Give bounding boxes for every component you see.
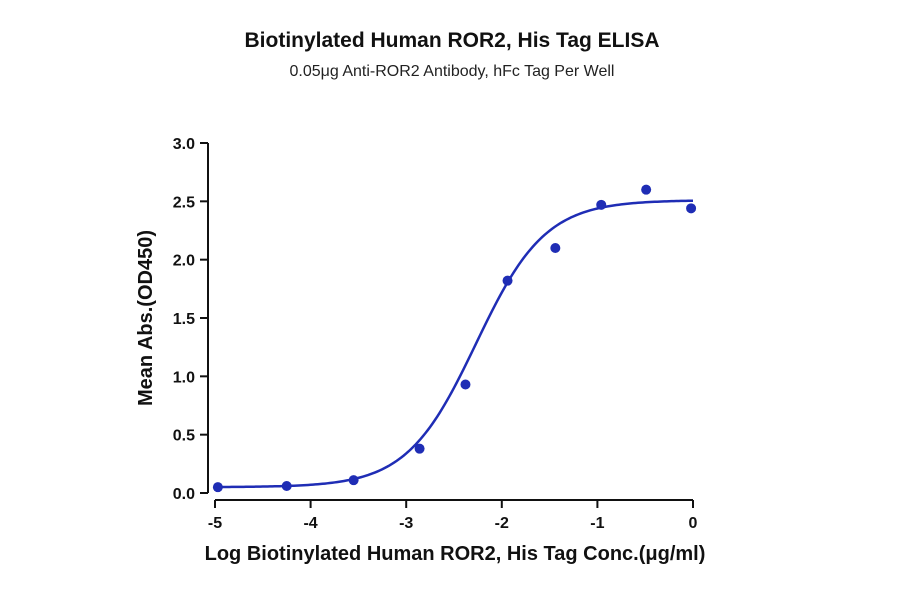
data-points bbox=[212, 184, 697, 493]
x-tick-label: -1 bbox=[590, 515, 604, 532]
y-tick-label: 0.0 bbox=[173, 486, 195, 503]
y-tick-label: 2.0 bbox=[173, 253, 195, 270]
chart-subtitle: 0.05μg Anti-ROR2 Antibody, hFc Tag Per W… bbox=[290, 63, 615, 80]
data-point bbox=[414, 443, 425, 454]
data-point bbox=[596, 199, 607, 210]
data-point bbox=[550, 243, 561, 253]
x-tick-label: -4 bbox=[303, 515, 317, 532]
x-tick-label: -2 bbox=[495, 515, 509, 532]
x-axis: -5 -4 -3 -2 -1 0 bbox=[208, 499, 698, 532]
chart-title: Biotinylated Human ROR2, His Tag ELISA bbox=[245, 29, 660, 52]
y-tick-label: 0.5 bbox=[173, 428, 195, 445]
y-tick-label: 3.0 bbox=[173, 136, 195, 153]
y-tick-label: 1.5 bbox=[173, 311, 195, 328]
y-axis-label: Mean Abs.(OD450) bbox=[135, 230, 157, 406]
x-tick-label: -5 bbox=[208, 515, 222, 532]
data-point bbox=[686, 203, 697, 214]
y-tick-label: 1.0 bbox=[173, 369, 195, 386]
data-point bbox=[281, 481, 292, 491]
y-tick-label: 2.5 bbox=[173, 194, 195, 211]
data-point bbox=[348, 475, 359, 486]
fit-curve bbox=[214, 199, 694, 489]
x-tick-label: -3 bbox=[399, 515, 413, 532]
x-tick-label: 0 bbox=[689, 515, 698, 532]
y-axis: 0.0 0.5 1.0 1.5 2.0 2.5 3.0 bbox=[173, 136, 209, 503]
data-point bbox=[502, 275, 513, 286]
data-point bbox=[460, 379, 471, 390]
data-point bbox=[641, 184, 652, 195]
data-point bbox=[212, 482, 223, 493]
x-axis-label: Log Biotinylated Human ROR2, His Tag Con… bbox=[205, 543, 706, 565]
